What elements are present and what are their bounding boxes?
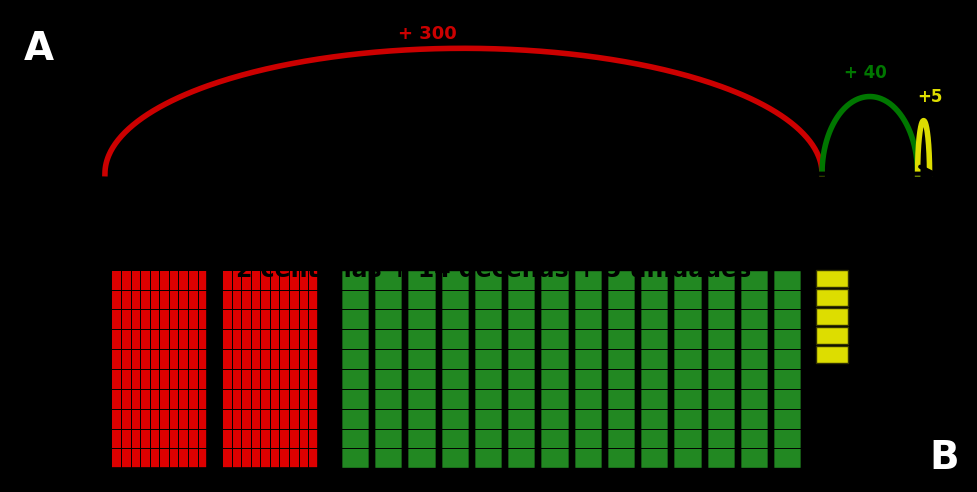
Text: 80: 80 xyxy=(286,201,305,215)
Text: 240: 240 xyxy=(664,201,692,215)
Bar xyxy=(816,327,847,344)
Text: 280: 280 xyxy=(759,201,787,215)
Bar xyxy=(507,270,535,468)
Bar xyxy=(607,270,635,468)
Text: 40: 40 xyxy=(191,201,210,215)
Bar xyxy=(816,346,847,364)
Text: 200: 200 xyxy=(569,201,596,215)
Text: 120: 120 xyxy=(378,201,405,215)
Bar xyxy=(341,270,369,468)
Bar xyxy=(474,270,502,468)
Bar xyxy=(573,270,602,468)
Text: 340: 340 xyxy=(903,201,930,215)
Bar xyxy=(407,270,436,468)
Text: 345: 345 xyxy=(914,221,943,234)
Text: 300: 300 xyxy=(807,201,835,215)
Bar xyxy=(540,270,569,468)
Text: 160: 160 xyxy=(473,201,500,215)
Text: 0: 0 xyxy=(101,201,109,215)
Bar xyxy=(640,270,668,468)
Bar xyxy=(740,270,768,468)
Text: +5: +5 xyxy=(916,88,942,106)
Bar xyxy=(222,270,318,468)
Text: A: A xyxy=(24,30,54,68)
Bar xyxy=(441,270,468,468)
Bar xyxy=(816,308,847,325)
Text: + 40: + 40 xyxy=(843,64,886,82)
Bar xyxy=(773,270,801,468)
Bar xyxy=(111,270,207,468)
Text: + 300: + 300 xyxy=(398,26,457,43)
Text: 2 centenas + 14 decenas + 5 unidades: 2 centenas + 14 decenas + 5 unidades xyxy=(236,258,750,282)
Bar xyxy=(706,270,735,468)
Bar xyxy=(816,270,847,287)
Text: B: B xyxy=(928,438,957,477)
Text: Trescientos cuarenta y cinco: Trescientos cuarenta y cinco xyxy=(289,17,756,45)
Bar xyxy=(673,270,701,468)
Bar xyxy=(816,289,847,307)
Bar xyxy=(374,270,403,468)
